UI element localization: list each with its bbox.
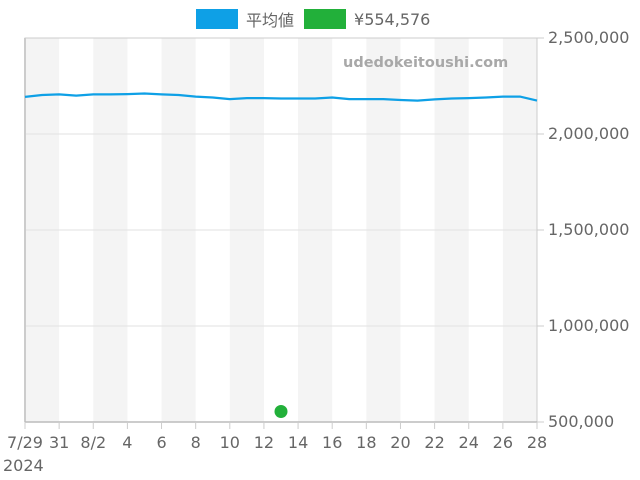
x-tick-label: 31 — [48, 433, 70, 452]
x-tick-label: 7/29 — [7, 433, 43, 452]
legend: 平均値 ¥554,576 — [196, 8, 440, 30]
y-tick-label: 2,000,000 — [548, 124, 630, 143]
x-tick-label: 8 — [190, 433, 201, 452]
x-tick-label: 22 — [424, 433, 445, 452]
x-tick-label: 20 — [390, 433, 411, 452]
x-tick-label: 26 — [492, 433, 514, 452]
x-tick-label: 4 — [122, 433, 133, 452]
x-tick-label: 28 — [526, 433, 548, 452]
price-point-marker — [274, 405, 288, 419]
x-tick-label: 14 — [287, 433, 309, 452]
y-tick-marks — [537, 37, 544, 423]
x-tick-label: 24 — [458, 433, 479, 452]
legend-item-price[interactable]: ¥554,576 — [304, 9, 430, 29]
x-tick-label: 12 — [253, 433, 275, 452]
x-tick-label: 6 — [156, 433, 167, 452]
year-label: 2024 — [3, 456, 44, 475]
x-tick-marks — [24, 422, 538, 429]
x-tick-label: 16 — [322, 433, 343, 452]
watermark: udedokeitoushi.com — [343, 55, 509, 71]
y-tick-label: 1,000,000 — [548, 316, 630, 335]
y-tick-label: 1,500,000 — [548, 220, 630, 239]
legend-label: 平均値 — [246, 11, 295, 30]
legend-swatch-green — [304, 9, 347, 29]
y-tick-label: 2,500,000 — [548, 28, 630, 47]
legend-label: ¥554,576 — [354, 9, 431, 29]
average-price-line — [24, 92, 538, 102]
y-tick-label: 500,000 — [548, 412, 615, 431]
legend-swatch-blue — [196, 9, 238, 29]
x-tick-label: 8/2 — [80, 433, 107, 452]
x-tick-label: 10 — [219, 433, 240, 452]
legend-item-average[interactable]: 平均値 — [196, 7, 294, 31]
x-tick-label: 18 — [356, 433, 377, 452]
